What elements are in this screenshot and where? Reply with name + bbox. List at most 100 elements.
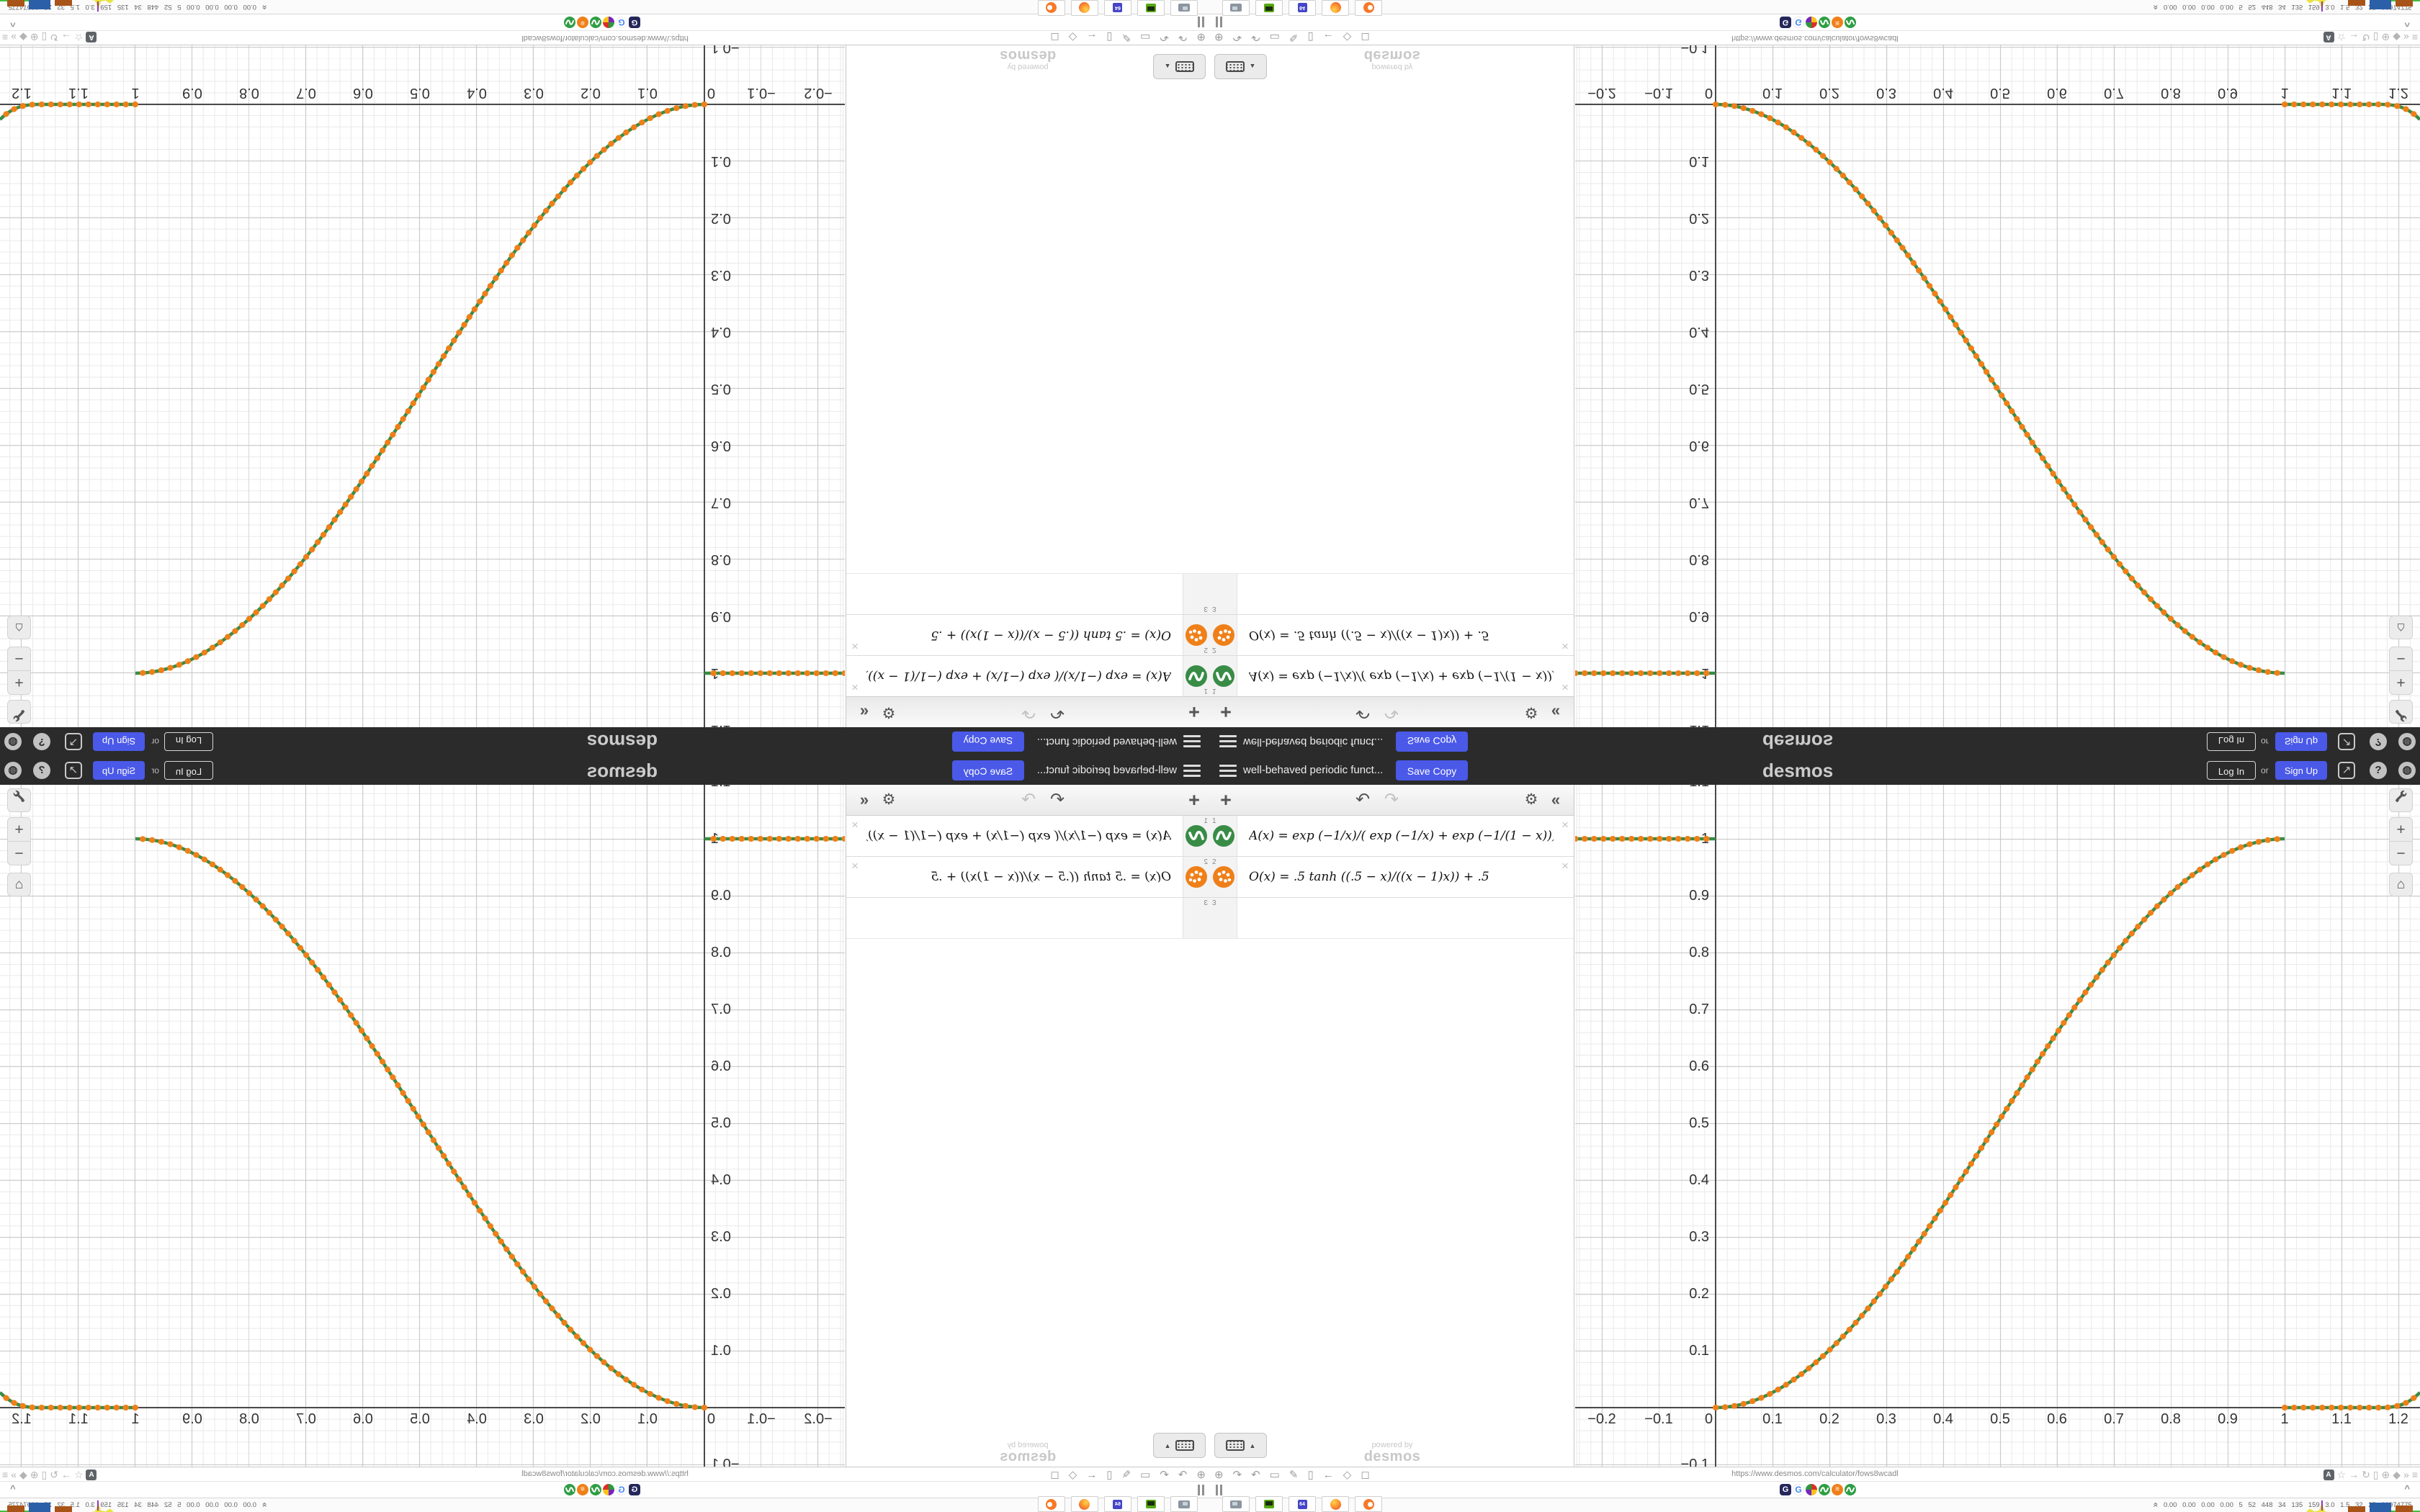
add-expression-button[interactable]: + xyxy=(1188,701,1200,723)
back-arrow-icon[interactable]: ← xyxy=(1322,1468,1334,1481)
redo-button[interactable]: ↷ xyxy=(1021,703,1036,722)
graph-settings-wrench-button[interactable] xyxy=(2389,700,2413,724)
graph-title[interactable]: well-behaved periodic funct... xyxy=(1243,736,1384,748)
recorder-app-icon[interactable] xyxy=(1255,0,1283,16)
expression-row-2[interactable]: 2 O(x) = .5 tanh ((.5 − x)/((x − 1)x)) +… xyxy=(1210,614,1574,655)
reload-icon[interactable]: ↻ xyxy=(2362,1468,2370,1480)
floppy64-app-icon[interactable]: 64 xyxy=(1104,1496,1131,1512)
blender-app-icon[interactable] xyxy=(1355,1496,1382,1512)
forward-arrow-icon[interactable]: → xyxy=(2349,32,2360,43)
save-copy-button[interactable]: Save Copy xyxy=(952,760,1024,780)
green-wave-style-icon[interactable] xyxy=(1213,665,1234,687)
geogebra-favicon[interactable]: G xyxy=(629,1484,640,1495)
redo-icon[interactable]: ↷ xyxy=(1178,31,1188,43)
gear-favicon[interactable]: ≡ xyxy=(577,17,588,28)
expression-text[interactable]: A(x) = exp (−1/x)/( exp (−1/x) + exp (−1… xyxy=(1249,829,1554,843)
more-chevrons-icon[interactable]: » xyxy=(11,1469,17,1480)
desmos-favicon[interactable] xyxy=(564,1484,575,1495)
screenshot-app-icon[interactable] xyxy=(1222,0,1250,16)
edit-list-gear-button[interactable]: ⚙ xyxy=(882,791,896,808)
hamburger-menu-icon[interactable] xyxy=(1219,765,1237,777)
hamburger-menu-icon[interactable] xyxy=(1183,765,1201,777)
share-icon[interactable]: ↗ xyxy=(2338,762,2355,779)
close-icon[interactable]: × xyxy=(851,818,859,832)
graph-paper[interactable]: −0.2 −0.1 0 0.1 0.2 0.3 0.4 0.5 0.6 0.7 0.8 0.9 1 1.1… xyxy=(0,45,845,727)
desmos-favicon[interactable] xyxy=(590,17,601,28)
gear-favicon[interactable]: ≡ xyxy=(1832,1484,1843,1495)
shield-icon[interactable]: ◇ xyxy=(1068,31,1077,43)
google-favicon[interactable]: G xyxy=(1793,1484,1804,1495)
log-in-button[interactable]: Log In xyxy=(2207,732,2256,751)
save-copy-button[interactable]: Save Copy xyxy=(952,732,1024,752)
palette-favicon[interactable] xyxy=(1806,1484,1817,1495)
globe-icon[interactable]: ⊕ xyxy=(1196,31,1206,43)
extension-icon[interactable]: ◆ xyxy=(2393,32,2401,44)
expression-text[interactable]: O(x) = .5 tanh ((.5 − x)/((x − 1)x)) + .… xyxy=(1249,870,1489,884)
trash-icon[interactable]: ▯ xyxy=(2372,32,2379,44)
reload-icon[interactable]: ↻ xyxy=(2362,32,2370,44)
lock-icon[interactable]: ◻ xyxy=(1361,31,1370,43)
blender-app-icon[interactable] xyxy=(1038,0,1065,16)
desmos-favicon[interactable] xyxy=(590,1484,601,1495)
log-in-button[interactable]: Log In xyxy=(164,732,213,751)
redo-icon[interactable]: ↷ xyxy=(1178,1469,1188,1481)
language-globe-icon[interactable]: ◍ xyxy=(4,733,22,750)
firefox-app-icon[interactable] xyxy=(1071,1496,1098,1512)
undo-button[interactable]: ↶ xyxy=(1049,790,1065,809)
reload-icon[interactable]: ↻ xyxy=(50,1468,58,1480)
default-viewport-home-button[interactable]: ⌂ xyxy=(7,873,31,896)
palette-favicon[interactable] xyxy=(1806,17,1817,28)
graph-paper[interactable]: −0.2 −0.1 0 0.1 0.2 0.3 0.4 0.5 0.6 0.7 0.8 0.9 1 1.1… xyxy=(1575,45,2420,727)
desmos-favicon[interactable] xyxy=(564,17,575,28)
expression-row-1[interactable]: 1 A(x) = exp (−1/x)/( exp (−1/x) + exp (… xyxy=(846,816,1210,857)
screenshot-app-icon[interactable] xyxy=(1170,0,1198,16)
recorder-app-icon[interactable] xyxy=(1137,0,1165,16)
shield-icon[interactable]: ◇ xyxy=(1343,1469,1352,1481)
add-expression-button[interactable]: + xyxy=(1220,789,1232,811)
more-chevrons-icon[interactable]: » xyxy=(11,32,17,43)
help-icon[interactable]: ? xyxy=(2370,762,2387,779)
pen-icon[interactable]: ✎ xyxy=(1289,1469,1299,1481)
hamburger-menu-icon[interactable] xyxy=(1183,735,1201,747)
orange-dots-style-icon[interactable] xyxy=(1213,866,1234,888)
lock-icon[interactable]: ◻ xyxy=(1050,1469,1059,1481)
close-icon[interactable]: × xyxy=(851,639,859,653)
google-favicon[interactable]: G xyxy=(1793,17,1804,28)
pen-icon[interactable]: ✎ xyxy=(1121,31,1131,43)
save-copy-button[interactable]: Save Copy xyxy=(1396,760,1468,780)
firefox-app-icon[interactable] xyxy=(1322,0,1349,16)
expression-row-2[interactable]: 2 O(x) = .5 tanh ((.5 − x)/((x − 1)x)) +… xyxy=(846,857,1210,898)
expression-text[interactable]: O(x) = .5 tanh ((.5 − x)/((x − 1)x)) + .… xyxy=(931,628,1171,642)
forward-arrow-icon[interactable]: → xyxy=(2349,1469,2360,1480)
chevron-up-icon[interactable]: ^ xyxy=(10,18,16,29)
chevron-up-icon[interactable]: ^ xyxy=(2404,18,2410,29)
zoom-out-button[interactable]: − xyxy=(14,845,24,862)
expression-row-3-empty[interactable]: 3 xyxy=(846,898,1210,939)
firefox-app-icon[interactable] xyxy=(1322,1496,1349,1512)
star-icon[interactable]: ☆ xyxy=(2336,32,2347,44)
undo-button[interactable]: ↶ xyxy=(1355,703,1371,722)
language-globe-icon[interactable]: ◍ xyxy=(4,762,22,779)
star-icon[interactable]: ☆ xyxy=(73,1468,84,1480)
palette-favicon[interactable] xyxy=(603,1484,614,1495)
star-icon[interactable]: ☆ xyxy=(73,32,84,44)
folder-icon[interactable]: ▭ xyxy=(1140,1469,1151,1481)
back-arrow-icon[interactable]: ← xyxy=(1086,1468,1098,1481)
expression-row-1[interactable]: 1 A(x) = exp (−1/x)/( exp (−1/x) + exp (… xyxy=(1210,816,1574,857)
menu-icon[interactable]: ≡ xyxy=(2411,32,2418,43)
help-icon[interactable]: ? xyxy=(33,733,50,750)
graph-settings-wrench-button[interactable] xyxy=(7,700,31,724)
firefox-app-icon[interactable] xyxy=(1071,0,1098,16)
forward-arrow-icon[interactable]: → xyxy=(60,1469,71,1480)
help-icon[interactable]: ? xyxy=(2370,733,2387,750)
geogebra-favicon[interactable]: G xyxy=(1780,17,1791,28)
geogebra-favicon[interactable]: G xyxy=(1780,1484,1791,1495)
share-icon[interactable]: ↗ xyxy=(65,762,82,779)
pen-icon[interactable]: ✎ xyxy=(1121,1469,1131,1481)
back-arrow-icon[interactable]: ← xyxy=(1322,31,1334,44)
chevron-up-icon[interactable]: ^ xyxy=(2404,1483,2410,1494)
globe-icon[interactable]: ⊕ xyxy=(30,1468,39,1480)
share-icon[interactable]: ↗ xyxy=(2338,733,2355,750)
desmos-favicon[interactable] xyxy=(1819,17,1830,28)
expression-row-3-empty[interactable]: 3 xyxy=(1210,573,1574,614)
